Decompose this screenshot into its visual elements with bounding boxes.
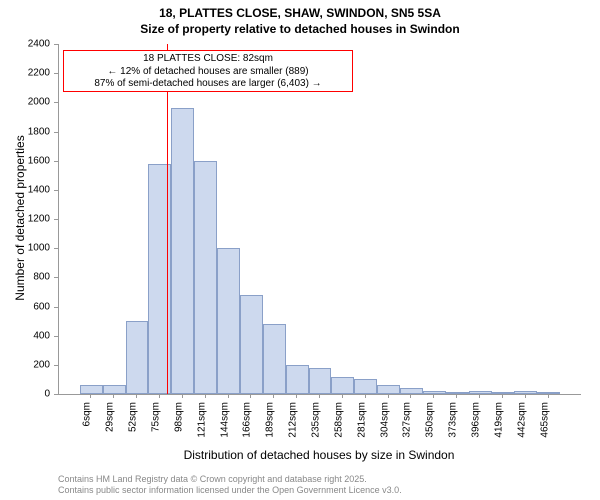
bar: [194, 161, 217, 394]
xtick-mark: [342, 394, 343, 398]
xtick-mark: [502, 394, 503, 398]
ytick-mark: [54, 161, 58, 162]
bar: [537, 392, 560, 394]
annotation-line: 18 PLATTES CLOSE: 82sqm: [68, 53, 348, 66]
bar: [263, 324, 286, 394]
y-axis-label: Number of detached properties: [13, 43, 27, 393]
title-line-2: Size of property relative to detached ho…: [0, 22, 600, 36]
xtick-mark: [456, 394, 457, 398]
bar: [126, 321, 149, 394]
ytick-mark: [54, 307, 58, 308]
footer: Contains HM Land Registry data © Crown c…: [58, 474, 402, 496]
xtick-mark: [388, 394, 389, 398]
ytick-mark: [54, 219, 58, 220]
ytick-mark: [54, 277, 58, 278]
xtick-mark: [433, 394, 434, 398]
xtick-mark: [250, 394, 251, 398]
ytick-mark: [54, 394, 58, 395]
annotation-box: 18 PLATTES CLOSE: 82sqm← 12% of detached…: [63, 50, 353, 92]
xtick-mark: [90, 394, 91, 398]
footer-line: Contains HM Land Registry data © Crown c…: [58, 474, 402, 485]
xtick-mark: [525, 394, 526, 398]
ytick-mark: [54, 365, 58, 366]
annotation-line: ← 12% of detached houses are smaller (88…: [68, 66, 348, 79]
footer-line: Contains public sector information licen…: [58, 485, 402, 496]
bar: [240, 295, 263, 394]
bar: [217, 248, 240, 394]
bar: [286, 365, 309, 394]
bar: [148, 164, 171, 394]
xtick-mark: [113, 394, 114, 398]
ytick-mark: [54, 190, 58, 191]
ytick-mark: [54, 73, 58, 74]
xtick-mark: [479, 394, 480, 398]
xtick-mark: [159, 394, 160, 398]
bar: [80, 385, 103, 394]
xtick-mark: [296, 394, 297, 398]
ytick-mark: [54, 102, 58, 103]
xtick-mark: [228, 394, 229, 398]
xtick-mark: [548, 394, 549, 398]
reference-line: [167, 44, 168, 394]
xtick-mark: [136, 394, 137, 398]
xtick-mark: [319, 394, 320, 398]
ytick-mark: [54, 336, 58, 337]
bar: [377, 385, 400, 394]
xtick-mark: [365, 394, 366, 398]
xtick-mark: [273, 394, 274, 398]
xtick-mark: [410, 394, 411, 398]
bar: [331, 377, 354, 395]
plot-area: 18 PLATTES CLOSE: 82sqm← 12% of detached…: [58, 44, 581, 395]
x-axis-label: Distribution of detached houses by size …: [58, 448, 580, 462]
title-line-1: 18, PLATTES CLOSE, SHAW, SWINDON, SN5 5S…: [0, 6, 600, 20]
ytick-mark: [54, 44, 58, 45]
xtick-mark: [205, 394, 206, 398]
bar: [423, 391, 446, 394]
ytick-mark: [54, 248, 58, 249]
bar: [354, 379, 377, 394]
bar: [309, 368, 332, 394]
annotation-line: 87% of semi-detached houses are larger (…: [68, 78, 348, 91]
bar: [103, 385, 126, 394]
bar: [171, 108, 194, 394]
ytick-mark: [54, 132, 58, 133]
xtick-mark: [182, 394, 183, 398]
